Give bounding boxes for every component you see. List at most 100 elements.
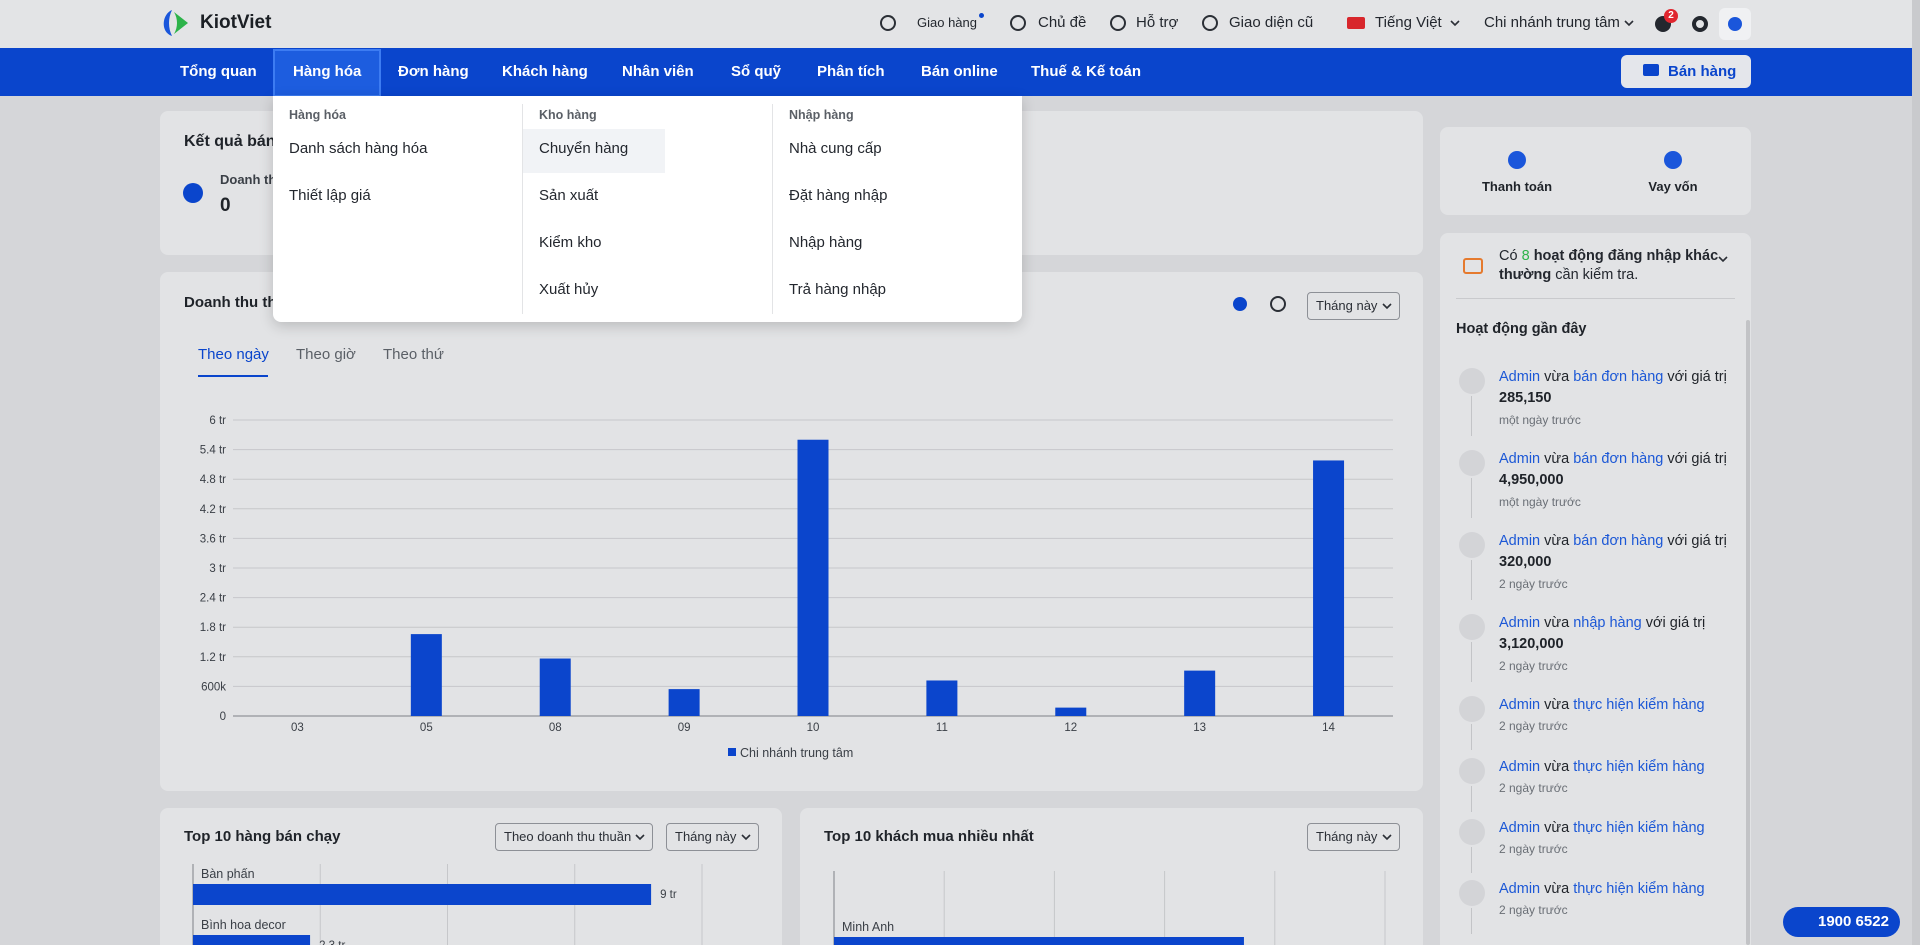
activity-scrollbar <box>1746 320 1750 945</box>
menu-item[interactable]: Trả hàng nhập <box>789 281 887 298</box>
sell-text[interactable]: Bán hàng <box>1668 63 1737 80</box>
hotline-text[interactable]: 1900 6522 <box>1818 913 1889 930</box>
quick-action[interactable]: Vay vốn <box>1648 179 1698 194</box>
header-link[interactable]: Chủ đề <box>1038 14 1087 31</box>
select[interactable]: Theo doanh thu thuần <box>495 823 653 851</box>
sell-button[interactable] <box>1621 55 1751 88</box>
activity-action[interactable]: nhập hàng <box>1573 615 1642 631</box>
activity-value: 285,150 <box>1499 390 1552 406</box>
header-link[interactable]: Hỗ trợ <box>1136 14 1179 31</box>
header-link[interactable]: Tiếng Việt <box>1375 14 1442 31</box>
hotline-button[interactable] <box>1783 907 1900 937</box>
alert-part: Có <box>1499 248 1518 264</box>
chevron <box>1382 834 1392 841</box>
chart-tab[interactable]: Theo ngày <box>198 346 269 363</box>
nav-item[interactable]: Hàng hóa <box>293 63 362 80</box>
menu-item[interactable]: Nhập hàng <box>789 234 863 251</box>
activity-time: 2 ngày trước <box>1499 903 1568 917</box>
top-bar <box>0 0 1920 48</box>
activity-action[interactable]: bán đơn hàng <box>1573 533 1664 549</box>
nav-item[interactable]: Nhân viên <box>622 63 694 80</box>
header-link[interactable]: Giao diện cũ <box>1229 14 1314 31</box>
tab-underline <box>198 375 268 377</box>
summary-icon <box>183 183 203 203</box>
activity-verb: vừa <box>1544 881 1570 897</box>
menu-heading: Kho hàng <box>539 108 597 122</box>
activity-connector <box>1471 847 1472 873</box>
quick-action[interactable]: Thanh toán <box>1481 179 1553 194</box>
activity-action[interactable]: bán đơn hàng <box>1573 451 1664 467</box>
flag <box>1347 17 1365 29</box>
activity-user[interactable]: Admin <box>1499 369 1541 385</box>
menu-item[interactable]: Đặt hàng nhập <box>789 187 888 204</box>
nav-item[interactable]: Bán online <box>921 63 998 80</box>
activity-action[interactable]: bán đơn hàng <box>1573 369 1664 385</box>
chevron <box>635 834 645 841</box>
activity-user[interactable]: Admin <box>1499 533 1541 549</box>
nav-item[interactable]: Thuế & Kế toán <box>1031 63 1142 80</box>
menu-item[interactable]: Sản xuất <box>539 187 599 204</box>
nav-item[interactable]: Đơn hàng <box>398 63 469 80</box>
activity-line: Admin vừa bán đơn hàng với giá trị <box>1499 531 1739 551</box>
select-text: Tháng này <box>1316 298 1378 313</box>
activity-value: 320,000 <box>1499 554 1552 570</box>
activity-connector <box>1471 724 1472 750</box>
alert-part: hoạt động đăng nhập khác thường <box>1499 248 1719 283</box>
activity-verb: vừa <box>1544 697 1570 713</box>
alert-part: cần kiểm tra. <box>1555 267 1639 283</box>
nav-item[interactable]: Tổng quan <box>180 63 257 80</box>
activity-connector <box>1471 478 1472 518</box>
menu-heading: Hàng hóa <box>289 108 346 122</box>
activity-user[interactable]: Admin <box>1499 451 1541 467</box>
menu-item[interactable]: Danh sách hàng hóa <box>289 140 428 157</box>
activity-icon <box>1459 532 1485 558</box>
header-link[interactable]: Giao hàng <box>917 15 977 30</box>
activity-action[interactable]: thực hiện kiểm hàng <box>1573 881 1705 897</box>
menu-item[interactable]: Xuất hủy <box>539 281 599 298</box>
activity-user[interactable]: Admin <box>1499 820 1541 836</box>
nav-item[interactable]: Phân tích <box>817 63 885 80</box>
activity-verb: vừa <box>1544 615 1570 631</box>
activity-icon <box>1459 696 1485 722</box>
activity-action[interactable]: thực hiện kiểm hàng <box>1573 697 1705 713</box>
chevron-path <box>1450 20 1460 27</box>
select[interactable]: Tháng này <box>666 823 759 851</box>
menu-item[interactable]: Nhà cung cấp <box>789 140 882 157</box>
nav-item[interactable]: Khách hàng <box>502 63 588 80</box>
alert-text: Có 8 hoạt động đăng nhập khác thường cần… <box>1499 247 1724 285</box>
menu-item[interactable]: Thiết lập giá <box>289 187 371 204</box>
menu-divider <box>772 104 773 314</box>
activity-user[interactable]: Admin <box>1499 881 1541 897</box>
chart-tab[interactable]: Theo giờ <box>296 346 356 363</box>
activity-action[interactable]: thực hiện kiểm hàng <box>1573 820 1705 836</box>
logo <box>163 10 188 36</box>
chevron-path <box>1624 20 1634 27</box>
chevron <box>1718 256 1728 263</box>
activity-time: 2 ngày trước <box>1499 659 1568 673</box>
activity-action[interactable]: thực hiện kiểm hàng <box>1573 759 1705 775</box>
quick-card <box>1440 127 1751 215</box>
menu-divider <box>522 104 523 314</box>
select[interactable]: Tháng này <box>1307 823 1400 851</box>
select[interactable]: Tháng này <box>1307 292 1400 320</box>
header-icon <box>1110 15 1126 31</box>
activity-user[interactable]: Admin <box>1499 759 1541 775</box>
activity-user[interactable]: Admin <box>1499 615 1541 631</box>
menu-item[interactable]: Chuyển hàng <box>539 140 629 157</box>
menu-item[interactable]: Kiểm kho <box>539 234 602 251</box>
alert-icon <box>1463 258 1483 274</box>
nav-item[interactable]: Sổ quỹ <box>731 63 782 80</box>
activity-connector <box>1471 396 1472 436</box>
activity-time: một ngày trước <box>1499 413 1581 427</box>
header-link[interactable]: Chi nhánh trung tâm <box>1484 14 1620 31</box>
activity-user[interactable]: Admin <box>1499 697 1541 713</box>
summary-value: 0 <box>220 195 231 216</box>
chevron-path <box>1382 834 1392 841</box>
activity-icon <box>1459 880 1485 906</box>
activity-icon <box>1459 614 1485 640</box>
chart-tab[interactable]: Theo thứ <box>383 346 444 363</box>
activity-line: Admin vừa thực hiện kiểm hàng <box>1499 695 1739 715</box>
activity-verb: vừa <box>1544 451 1570 467</box>
activity-verb: vừa <box>1544 369 1570 385</box>
